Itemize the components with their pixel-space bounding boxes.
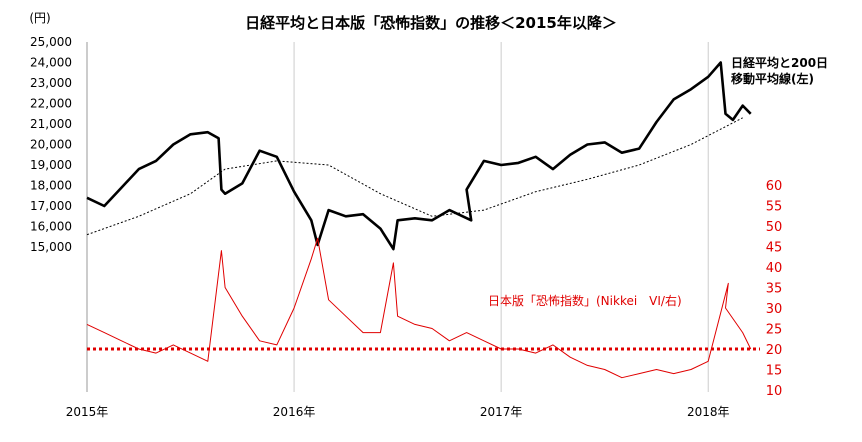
- left-tick-label: 17,000: [30, 199, 72, 213]
- left-tick-label: 16,000: [30, 220, 72, 234]
- nikkei-label-line1: 日経平均と200日: [731, 55, 828, 70]
- left-tick-label: 25,000: [30, 35, 72, 49]
- x-tick-label: 2016年: [273, 405, 316, 419]
- right-tick-label: 60: [766, 179, 783, 194]
- left-axis-ticks: 15,000 16,000 17,000 18,000 19,000 20,000 21,0…: [30, 35, 72, 254]
- vertical-gridlines: [86, 42, 709, 392]
- right-tick-label: 25: [766, 323, 783, 338]
- right-tick-label: 30: [766, 302, 783, 317]
- nikkei-line: [86, 61, 752, 251]
- x-tick-label: 2015年: [66, 405, 109, 419]
- right-tick-label: 55: [766, 200, 783, 215]
- left-tick-label: 20,000: [30, 138, 72, 152]
- right-tick-label: 45: [766, 241, 783, 256]
- left-tick-label: 19,000: [30, 158, 72, 172]
- left-tick-label: 18,000: [30, 179, 72, 193]
- right-tick-label: 50: [766, 220, 783, 235]
- right-tick-label: 10: [766, 384, 783, 399]
- left-tick-label: 15,000: [30, 240, 72, 254]
- vi-label: 日本版「恐怖指数」(Nikkei VI/右): [488, 293, 682, 308]
- left-axis-unit: (円): [29, 11, 50, 25]
- right-tick-label: 40: [766, 261, 783, 276]
- right-axis-ticks: 10 15 20 25 30 35 40 45 50 55 60: [766, 179, 783, 399]
- right-tick-label: 35: [766, 282, 783, 297]
- x-tick-label: 2018年: [687, 405, 730, 419]
- x-axis-ticks: 2015年 2016年 2017年 2018年: [66, 405, 730, 419]
- right-tick-label: 20: [766, 343, 783, 358]
- left-tick-label: 23,000: [30, 76, 72, 90]
- left-tick-label: 21,000: [30, 117, 72, 131]
- nikkei-label-line2: 移動平均線(左): [731, 71, 814, 86]
- ma200-line: [86, 117, 743, 236]
- x-tick-label: 2017年: [480, 405, 523, 419]
- chart-title: 日経平均と日本版「恐怖指数」の推移＜2015年以降＞: [245, 14, 617, 32]
- vi-line: [86, 237, 752, 379]
- left-tick-label: 24,000: [30, 56, 72, 70]
- right-tick-label: 15: [766, 364, 783, 379]
- series-lines: [86, 61, 752, 379]
- left-tick-label: 22,000: [30, 97, 72, 111]
